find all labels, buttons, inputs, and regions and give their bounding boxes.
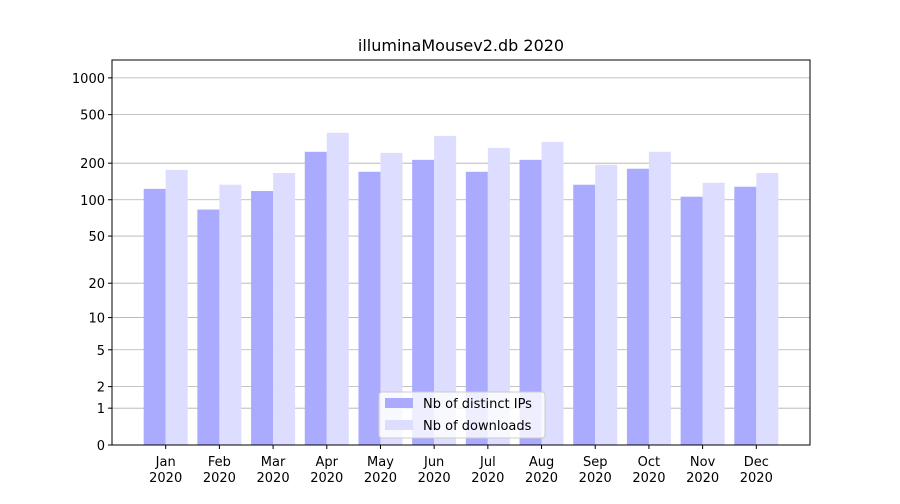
x-tick-label: May 2020 bbox=[364, 455, 397, 486]
bar bbox=[519, 159, 542, 445]
bar bbox=[197, 209, 220, 445]
x-tick-label: Jun 2020 bbox=[418, 455, 451, 486]
x-tick-label: Feb 2020 bbox=[203, 455, 236, 486]
x-tick-label: Dec 2020 bbox=[740, 455, 773, 486]
bar bbox=[702, 182, 725, 445]
x-tick-label: Aug 2020 bbox=[525, 455, 558, 486]
legend-box bbox=[378, 391, 546, 439]
x-tick-label: Oct 2020 bbox=[632, 455, 665, 486]
y-tick-label: 200 bbox=[80, 157, 105, 172]
plot-frame bbox=[111, 59, 811, 446]
bar bbox=[756, 173, 779, 446]
y-tick-label: 100 bbox=[80, 194, 105, 209]
bar bbox=[219, 184, 242, 445]
chart-title: illuminaMousev2.db 2020 bbox=[358, 36, 564, 55]
bar bbox=[251, 191, 274, 445]
bar bbox=[412, 159, 435, 445]
bar bbox=[487, 147, 510, 445]
x-tick-label: Jan 2020 bbox=[149, 455, 182, 486]
x-tick-label: Apr 2020 bbox=[310, 455, 343, 486]
bar bbox=[648, 151, 671, 445]
x-tick-label: Sep 2020 bbox=[579, 455, 612, 486]
bar bbox=[434, 135, 457, 445]
bar bbox=[573, 184, 596, 445]
legend-label: Nb of downloads bbox=[423, 419, 532, 434]
bar bbox=[626, 168, 649, 445]
x-tick-label: Nov 2020 bbox=[686, 455, 719, 486]
legend-label: Nb of distinct IPs bbox=[423, 397, 532, 412]
y-tick-label: 10 bbox=[88, 312, 105, 327]
bar bbox=[358, 171, 381, 446]
x-tick-label: Mar 2020 bbox=[257, 455, 290, 486]
bar bbox=[465, 171, 488, 446]
legend-swatch bbox=[385, 420, 413, 430]
bar bbox=[680, 196, 703, 445]
bar bbox=[143, 188, 166, 445]
y-tick-label: 50 bbox=[88, 230, 105, 245]
bar bbox=[326, 132, 349, 445]
bar bbox=[734, 186, 757, 445]
legend-swatch bbox=[385, 398, 413, 408]
bar bbox=[273, 173, 296, 446]
y-tick-label: 20 bbox=[88, 277, 105, 292]
y-tick-label: 2 bbox=[97, 381, 105, 396]
y-tick-label: 1000 bbox=[72, 72, 105, 87]
y-tick-label: 500 bbox=[80, 109, 105, 124]
x-tick-label: Jul 2020 bbox=[471, 455, 504, 486]
bar bbox=[304, 151, 327, 445]
y-tick-label: 0 bbox=[97, 439, 105, 454]
y-tick-label: 5 bbox=[97, 344, 105, 359]
bar bbox=[165, 169, 188, 445]
y-tick-label: 1 bbox=[97, 402, 105, 417]
bar bbox=[380, 152, 403, 445]
bar bbox=[541, 141, 564, 445]
bar bbox=[595, 164, 618, 445]
